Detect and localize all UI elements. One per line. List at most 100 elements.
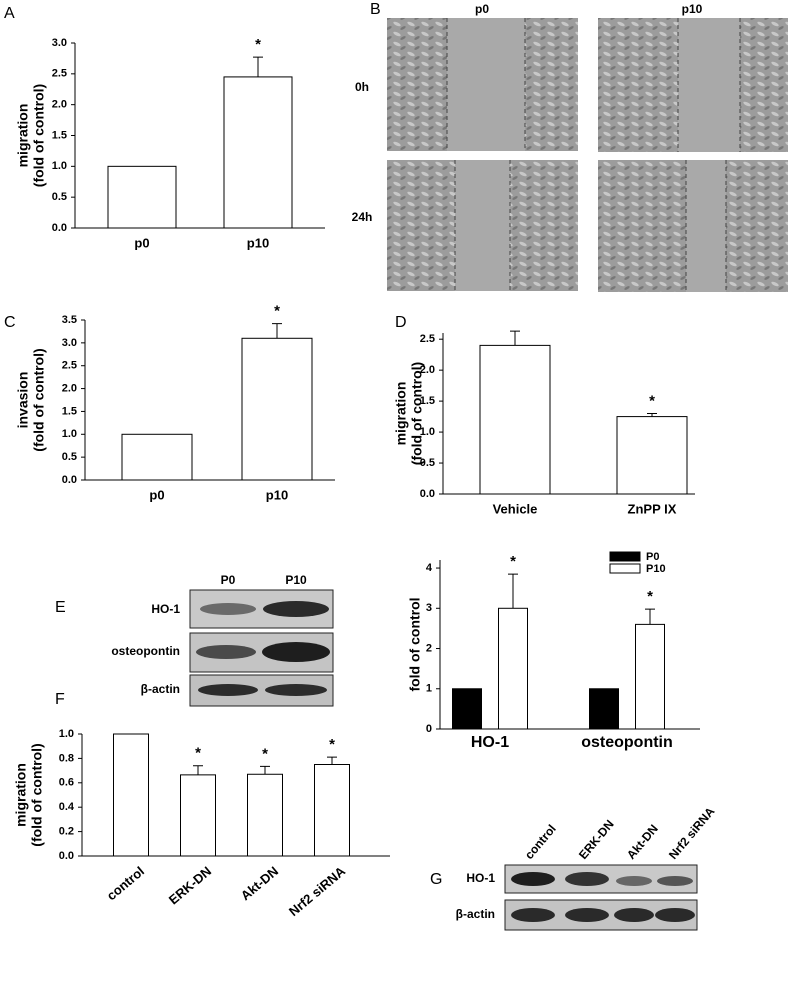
bar <box>616 416 688 495</box>
bar <box>452 688 482 730</box>
panel-letter: G <box>430 871 442 888</box>
image-row-label: 0h <box>355 80 369 94</box>
error-bar <box>253 56 263 77</box>
bar <box>121 433 193 481</box>
blot-row-label: β-actin <box>456 907 495 921</box>
chart: 0 1 2 3 4 fold of control HO-1 * osteopontin * P0P… <box>407 551 700 751</box>
x-tick-label: p10 <box>266 487 288 502</box>
y-tick-label: 0.0 <box>52 222 67 234</box>
y-tick-label: 1.0 <box>52 160 67 172</box>
y-axis-label: migration <box>393 382 409 446</box>
bar <box>180 774 216 857</box>
y-axis-label: fold of control <box>407 597 423 691</box>
blot-e: P0 P10 HO-1 osteopontin β-actin <box>111 573 334 707</box>
y-tick-label: 3.0 <box>52 37 67 49</box>
image-column-label: p10 <box>682 2 703 16</box>
y-axis-label: invasion <box>15 372 31 429</box>
y-tick-label: 2.0 <box>52 99 67 111</box>
y-tick-label: 0.0 <box>62 474 77 486</box>
error-bar <box>193 765 203 775</box>
error-bar <box>327 756 337 765</box>
bar <box>223 76 293 229</box>
y-tick-label: 0.6 <box>59 777 74 789</box>
bar <box>479 344 551 495</box>
error-bar <box>508 573 518 609</box>
y-tick-label: 2.0 <box>62 382 77 394</box>
y-tick-label: 2.0 <box>420 364 435 376</box>
bar <box>107 165 177 229</box>
bar <box>589 688 619 730</box>
x-tick-label: control <box>104 863 147 903</box>
y-tick-label: 0.8 <box>59 752 74 764</box>
chart: 0.0 0.5 1.0 1.5 2.0 2.5 migration (fold of cont… <box>393 330 695 516</box>
y-axis-label: (fold of control) <box>31 84 47 187</box>
y-tick-label: 0.5 <box>52 191 67 203</box>
blot-column-label: control <box>522 822 559 862</box>
bar <box>635 623 665 730</box>
significance-mark: * <box>647 588 653 605</box>
significance-mark: * <box>510 553 516 570</box>
blot-row-label: osteopontin <box>111 644 180 658</box>
y-tick-label: 3 <box>426 602 432 614</box>
y-tick-label: 0.4 <box>59 801 75 813</box>
legend-swatch <box>609 551 641 562</box>
y-tick-label: 1.0 <box>62 428 77 440</box>
y-tick-label: 2.5 <box>52 68 67 80</box>
y-tick-label: 2.5 <box>62 360 77 372</box>
x-tick-label: p0 <box>134 235 149 250</box>
blot-column-label: P10 <box>285 573 307 587</box>
y-tick-label: 1.5 <box>52 129 67 141</box>
y-tick-label: 3.0 <box>62 337 77 349</box>
x-tick-label: ZnPP IX <box>628 501 677 516</box>
chart: 0.0 0.2 0.4 0.6 0.8 1.0 migration (fold of cont… <box>13 728 390 919</box>
y-tick-label: 1.5 <box>420 395 435 407</box>
y-tick-label: 2.5 <box>420 333 435 345</box>
significance-mark: * <box>274 303 280 320</box>
significance-mark: * <box>649 392 655 409</box>
x-tick-label: ERK-DN <box>166 863 214 907</box>
panel-letter: D <box>395 314 407 331</box>
image-row-label: 24h <box>352 210 373 224</box>
x-tick-label: Nrf2 siRNA <box>286 863 349 919</box>
legend-swatch <box>609 563 641 574</box>
significance-mark: * <box>329 736 335 753</box>
legend-label: P0 <box>646 551 659 563</box>
y-tick-label: 0 <box>426 723 432 735</box>
y-axis-label: (fold of control) <box>409 362 425 465</box>
blot-column-label: Akt-DN <box>624 822 661 862</box>
error-bar <box>510 330 520 346</box>
significance-mark: * <box>262 745 268 762</box>
bar <box>498 607 528 730</box>
y-tick-label: 0.0 <box>420 488 435 500</box>
y-tick-label: 1 <box>426 683 432 695</box>
y-tick-label: 1.5 <box>62 405 77 417</box>
blot-row-label: HO-1 <box>466 871 495 885</box>
panel-letter: F <box>55 691 65 708</box>
x-tick-label: Akt-DN <box>238 863 281 903</box>
error-bar <box>647 413 657 417</box>
significance-mark: * <box>195 745 201 762</box>
error-bar <box>645 608 655 625</box>
y-axis-label: (fold of control) <box>31 348 47 451</box>
blot-row-label: β-actin <box>141 682 180 696</box>
blot-g: control ERK-DN Akt-DN Nrf2 siRNA HO-1 β-… <box>456 804 718 931</box>
error-bar <box>272 323 282 339</box>
chart: 0.0 0.5 1.0 1.5 2.0 2.5 3.0 migration (fold of c… <box>15 36 325 250</box>
y-tick-label: 0.2 <box>59 826 74 838</box>
bar <box>241 337 313 481</box>
legend-label: P10 <box>646 563 666 575</box>
bar <box>314 764 350 857</box>
chart: 0.0 0.5 1.0 1.5 2.0 2.5 3.0 3.5 invasion (fold of… <box>15 303 335 502</box>
panel-letter: C <box>4 314 16 331</box>
y-tick-label: 3.5 <box>62 314 77 326</box>
wound-images: p0 p10 0h 24h <box>352 2 788 292</box>
y-tick-label: 4 <box>426 562 433 574</box>
y-tick-label: 0.5 <box>62 451 77 463</box>
panel-letter: B <box>370 1 381 18</box>
error-bar <box>260 765 270 775</box>
y-tick-label: 2 <box>426 642 432 654</box>
y-axis-label: migration <box>13 763 29 827</box>
blot-column-label: P0 <box>221 573 236 587</box>
y-tick-label: 1.0 <box>59 728 74 740</box>
significance-mark: * <box>255 36 261 53</box>
